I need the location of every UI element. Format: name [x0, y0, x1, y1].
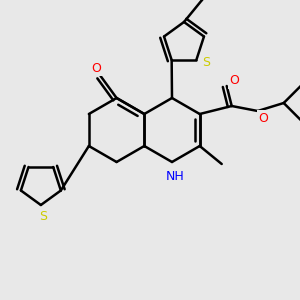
- Text: S: S: [39, 211, 47, 224]
- Text: NH: NH: [166, 169, 184, 182]
- Text: O: O: [258, 112, 268, 124]
- Text: S: S: [202, 56, 210, 70]
- Text: O: O: [229, 74, 239, 88]
- Text: O: O: [92, 61, 101, 74]
